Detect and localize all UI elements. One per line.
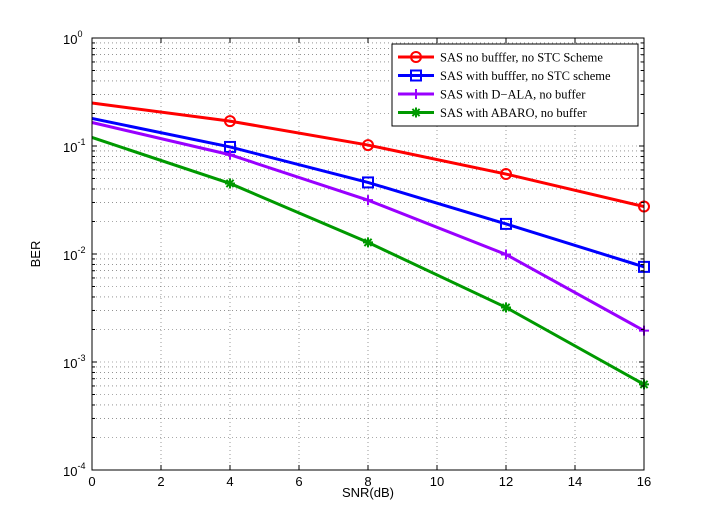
x-tick-label: 12 (499, 474, 513, 489)
data-point (500, 217, 512, 230)
asterisk-marker (411, 107, 421, 118)
legend: SAS no bufffer, no STC Scheme SAS with bu… (391, 43, 639, 127)
legend-marker (410, 69, 422, 82)
x-tick-label: 2 (157, 474, 164, 489)
y-axis-label: BER (28, 241, 43, 268)
series-4 (91, 136, 649, 390)
asterisk-marker (363, 237, 373, 248)
data-point (501, 249, 511, 260)
data-point (225, 178, 235, 189)
x-tick-label: 4 (226, 474, 233, 489)
legend-entry-4: SAS with ABARO, no buffer (398, 106, 587, 120)
circle-marker (224, 115, 236, 128)
plus-marker (225, 149, 235, 160)
asterisk-marker (225, 178, 235, 189)
plus-marker (501, 249, 511, 260)
legend-label: SAS with D−ALA, no buffer (440, 88, 586, 102)
axis-ticks (91, 38, 645, 471)
data-point (224, 115, 236, 128)
series-line (91, 101, 645, 209)
legend-entry-2: SAS with bufffer, no STC scheme (398, 69, 611, 83)
data-point (362, 139, 374, 152)
legend-marker (411, 89, 421, 99)
x-axis-label: SNR(dB) (342, 485, 394, 500)
x-tick-labels: 0 2 4 6 8 10 12 14 16 (88, 474, 651, 489)
legend-entry-1: SAS no bufffer, no STC Scheme (398, 51, 603, 65)
data-point (225, 149, 235, 160)
circle-marker (500, 168, 512, 181)
legend-label: SAS with ABARO, no buffer (440, 106, 587, 120)
legend-marker (410, 51, 422, 63)
data-point (500, 168, 512, 181)
x-tick-label: 0 (88, 474, 95, 489)
square-marker (362, 176, 374, 189)
x-tick-label: 10 (430, 474, 444, 489)
x-tick-label: 14 (568, 474, 582, 489)
data-point (363, 195, 373, 206)
legend-label: SAS no bufffer, no STC Scheme (440, 51, 603, 65)
plus-marker (411, 89, 421, 99)
legend-label: SAS with bufffer, no STC scheme (440, 69, 611, 83)
data-point (363, 237, 373, 248)
data-point (362, 176, 374, 189)
legend-marker (411, 107, 421, 118)
plus-marker (363, 195, 373, 206)
x-tick-label: 6 (295, 474, 302, 489)
square-marker (500, 217, 512, 230)
x-tick-label: 8 (364, 474, 371, 489)
x-tick-label: 16 (637, 474, 651, 489)
circle-marker (410, 51, 422, 63)
circle-marker (362, 139, 374, 152)
series-line (91, 116, 645, 269)
asterisk-marker (501, 302, 511, 313)
legend-entry-3: SAS with D−ALA, no buffer (398, 88, 586, 102)
square-marker (410, 69, 422, 82)
data-point (501, 302, 511, 313)
